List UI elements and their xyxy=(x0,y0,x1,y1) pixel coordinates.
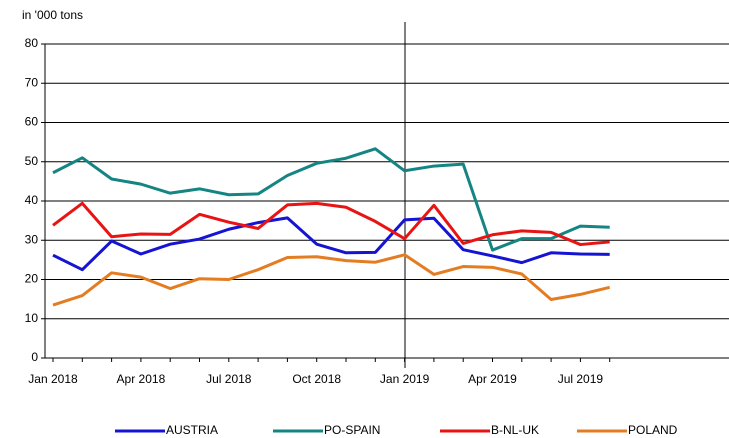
legend-label: POLAND xyxy=(628,423,678,437)
y-tick-label: 20 xyxy=(25,272,39,286)
x-tick-label: Jan 2018 xyxy=(28,372,78,386)
y-axis-label: in '000 tons xyxy=(22,8,83,22)
y-tick-label: 10 xyxy=(25,311,39,325)
legend-label: AUSTRIA xyxy=(166,423,218,437)
y-tick-label: 0 xyxy=(31,350,38,364)
series-line xyxy=(52,147,610,252)
x-tick-label: Oct 2018 xyxy=(292,372,341,386)
series-line xyxy=(52,216,610,272)
x-tick-label: Jul 2019 xyxy=(558,372,604,386)
series-line xyxy=(52,201,610,247)
legend-label: B-NL-UK xyxy=(491,423,539,437)
y-tick-label: 50 xyxy=(25,154,39,168)
x-tick-label: Jul 2018 xyxy=(206,372,252,386)
legend-label: PO-SPAIN xyxy=(324,423,380,437)
y-tick-label: 30 xyxy=(25,232,39,246)
x-tick-label: Jan 2019 xyxy=(380,372,430,386)
x-tick-label: Apr 2019 xyxy=(468,372,517,386)
y-tick-label: 60 xyxy=(25,115,39,129)
y-tick-label: 80 xyxy=(25,36,39,50)
y-tick-label: 40 xyxy=(25,193,39,207)
y-tick-label: 70 xyxy=(25,75,39,89)
series-line xyxy=(52,253,611,307)
x-tick-label: Apr 2018 xyxy=(117,372,166,386)
